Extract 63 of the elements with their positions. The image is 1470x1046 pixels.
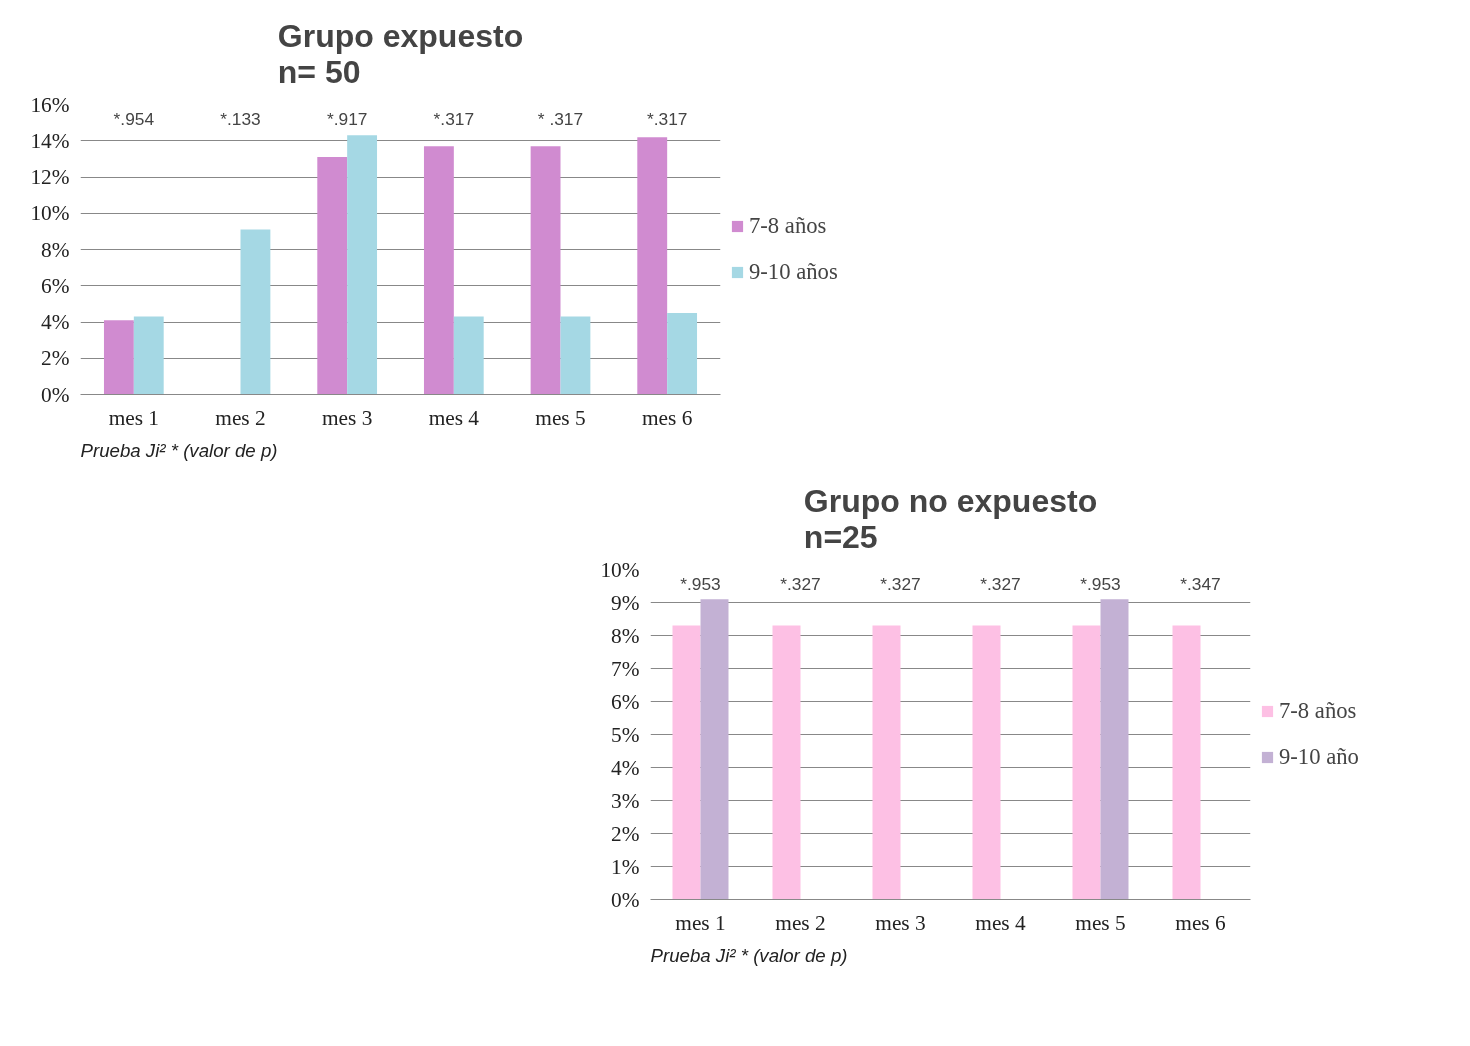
y-tick-label: 7% bbox=[611, 656, 640, 681]
bar bbox=[133, 316, 164, 395]
y-tick-label: 4% bbox=[611, 755, 640, 780]
x-tick-label: mes 5 bbox=[535, 405, 586, 430]
x-tick-label: mes 2 bbox=[215, 405, 266, 430]
annotation: *.327 bbox=[980, 573, 1021, 594]
x-tick-label: mes 1 bbox=[108, 405, 160, 430]
y-tick-label: 1% bbox=[611, 854, 640, 879]
y-tick-label: 6% bbox=[41, 273, 70, 298]
annotation: *.917 bbox=[326, 108, 368, 129]
x-tick-label: mes 3 bbox=[321, 405, 373, 430]
y-tick-label: 2% bbox=[41, 346, 70, 371]
x-tick-label: mes 6 bbox=[1175, 910, 1227, 935]
y-tick-label: 9% bbox=[611, 590, 640, 615]
annotation: *.317 bbox=[646, 108, 688, 129]
y-tick-label: 8% bbox=[41, 237, 70, 262]
y-tick-label: 10% bbox=[30, 201, 70, 226]
bar bbox=[423, 146, 454, 395]
annotation: *.317 bbox=[433, 108, 475, 129]
x-tick-label: mes 2 bbox=[775, 910, 826, 935]
annotation: *.347 bbox=[1180, 573, 1221, 594]
bar bbox=[347, 135, 378, 395]
bar bbox=[317, 157, 348, 395]
y-tick-label: 2% bbox=[611, 821, 640, 846]
y-tick-label: 16% bbox=[30, 92, 70, 117]
y-tick-label: 3% bbox=[611, 788, 640, 813]
y-tick-label: 12% bbox=[30, 165, 70, 189]
legend-label: 9-10 años bbox=[749, 259, 838, 285]
legend-label: 7-8 años bbox=[749, 213, 827, 239]
y-tick-label: 10% bbox=[600, 557, 640, 582]
y-tick-label: 0% bbox=[611, 887, 640, 912]
chart-title: Grupo expuesto n= 50 bbox=[277, 17, 524, 90]
y-tick-label: 5% bbox=[611, 722, 640, 747]
x-tick-label: mes 1 bbox=[675, 910, 726, 935]
annotation: * .317 bbox=[537, 108, 584, 129]
annotation: *.953 bbox=[1080, 573, 1121, 594]
bar bbox=[530, 146, 561, 395]
text: Prueba Ji² * (valor de p) bbox=[80, 439, 278, 461]
x-tick-label: mes 3 bbox=[875, 910, 926, 935]
bar bbox=[453, 316, 484, 395]
y-tick-label: 6% bbox=[611, 689, 640, 714]
bar bbox=[667, 312, 698, 395]
bar bbox=[560, 316, 591, 395]
annotation: *.327 bbox=[880, 573, 921, 594]
bar bbox=[103, 320, 134, 395]
legend-label: 9-10 año bbox=[1279, 744, 1359, 770]
y-tick-label: 8% bbox=[611, 623, 640, 648]
x-tick-label: mes 6 bbox=[641, 405, 693, 430]
annotation: *.133 bbox=[220, 108, 261, 129]
x-tick-label: mes 4 bbox=[975, 910, 1027, 935]
text: Prueba Ji² * (valor de p) bbox=[650, 944, 848, 966]
bar bbox=[240, 229, 271, 395]
y-tick-label: 0% bbox=[41, 382, 70, 407]
x-tick-label: mes 4 bbox=[428, 405, 480, 430]
annotation: *.327 bbox=[780, 573, 821, 594]
annotation: *.954 bbox=[113, 108, 155, 129]
y-tick-label: 14% bbox=[30, 128, 70, 153]
x-tick-label: mes 5 bbox=[1075, 910, 1126, 935]
annotation: *.953 bbox=[680, 573, 721, 594]
chart-title: Grupo no expuesto n=25 bbox=[803, 482, 1098, 555]
y-tick-label: 4% bbox=[41, 310, 70, 334]
bar bbox=[637, 137, 668, 395]
legend-label: 7-8 años bbox=[1279, 698, 1357, 724]
